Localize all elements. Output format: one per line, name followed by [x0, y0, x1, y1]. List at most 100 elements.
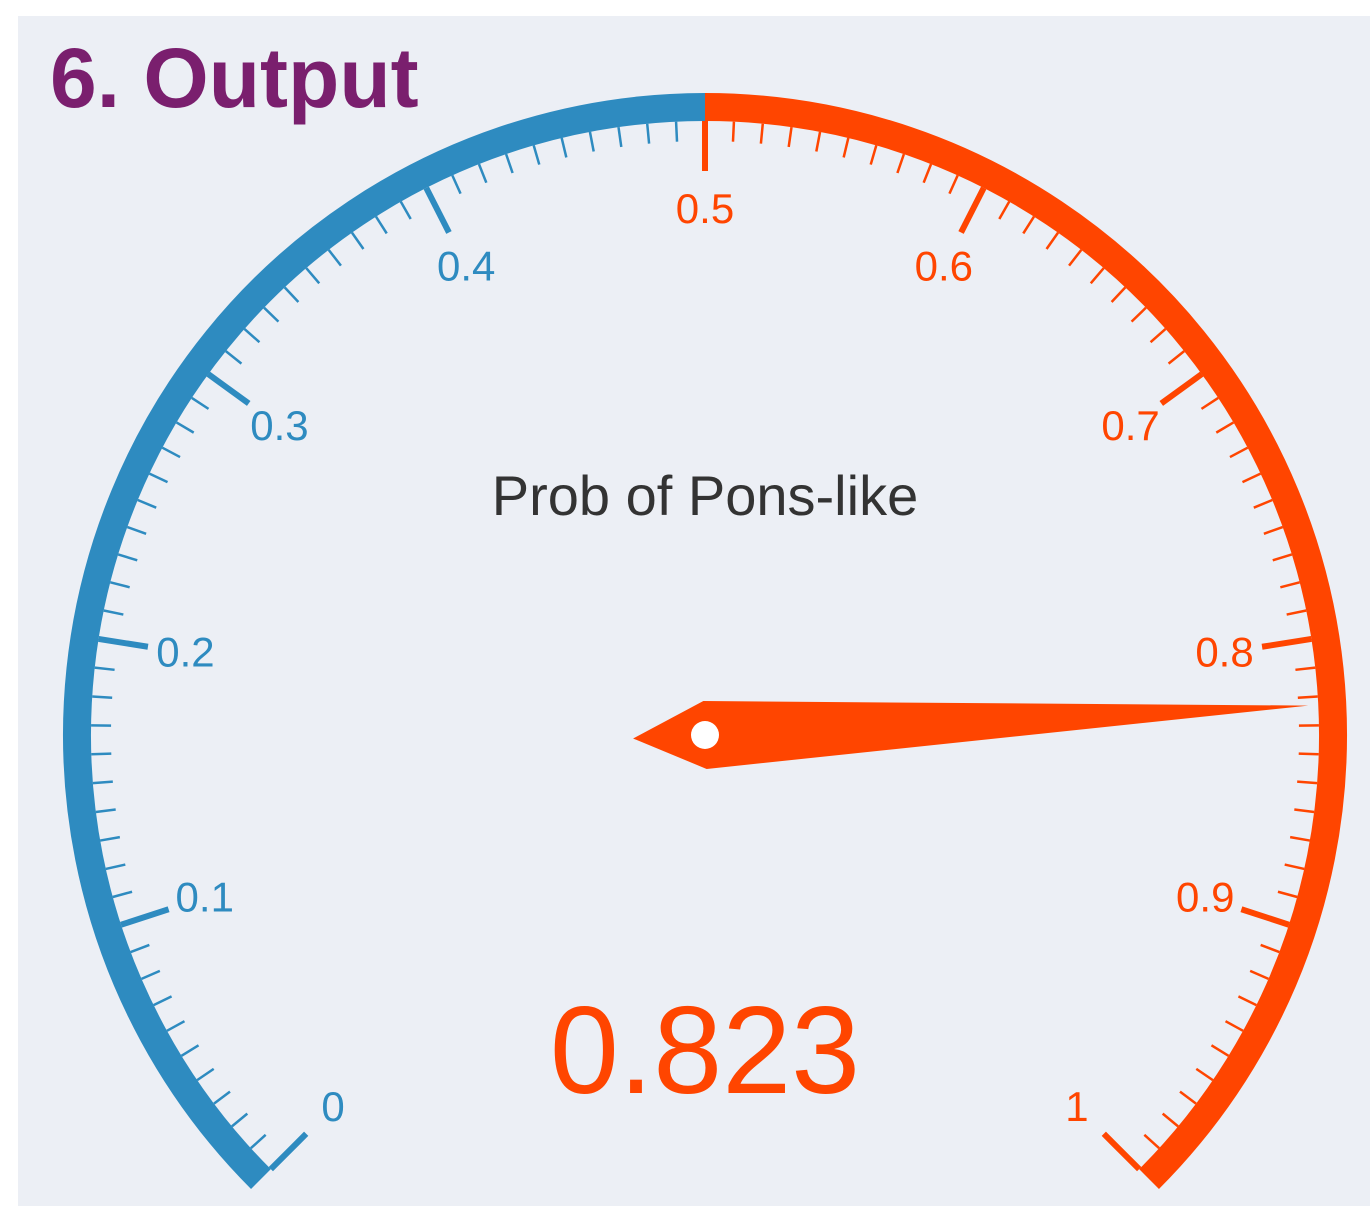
- gauge-minor-tick: [213, 1090, 231, 1105]
- gauge-major-tick: [206, 371, 251, 406]
- gauge-minor-tick: [1295, 666, 1316, 672]
- gauge-minor-tick: [1289, 835, 1311, 842]
- gauge-minor-tick: [1277, 890, 1298, 899]
- gauge-minor-tick: [451, 174, 462, 195]
- gauge-minor-tick: [130, 943, 150, 954]
- gauge-value: 0.823: [550, 982, 860, 1120]
- gauge-minor-tick: [327, 249, 342, 267]
- gauge-ticks: [91, 121, 1319, 1172]
- gauge-minor-tick: [1229, 446, 1249, 459]
- gauge-arc-low: [63, 93, 706, 1189]
- gauge-major-tick: [120, 906, 170, 928]
- gauge-major-tick: [98, 635, 149, 650]
- gauge-minor-tick: [1210, 1044, 1230, 1057]
- gauge-tick-label: 0.6: [915, 242, 973, 289]
- gauge-minor-tick: [1241, 472, 1262, 484]
- gauge-minor-tick: [1110, 286, 1127, 303]
- gauge-minor-tick: [250, 1133, 267, 1150]
- gauge-minor-tick: [153, 995, 173, 1007]
- gauge-minor-tick: [1130, 306, 1147, 323]
- gauge-minor-tick: [1272, 553, 1293, 562]
- gauge-minor-tick: [896, 153, 906, 174]
- gauge-minor-tick: [374, 215, 388, 235]
- gauge-minor-tick: [1260, 943, 1280, 954]
- gauge-minor-tick: [92, 780, 113, 785]
- gauge-minor-tick: [759, 123, 765, 144]
- gauge-minor-tick: [617, 126, 623, 148]
- gauge-minor-tick: [191, 396, 210, 410]
- gauge-minor-tick: [105, 863, 126, 871]
- gauge-tick-label: 1: [1065, 1083, 1088, 1130]
- gauge-minor-tick: [998, 201, 1011, 220]
- gauge-minor-tick: [1224, 1020, 1244, 1032]
- gauge-minor-tick: [869, 145, 878, 165]
- gauge-minor-tick: [148, 472, 169, 484]
- gauge-minor-tick: [243, 328, 261, 344]
- gauge-minor-tick: [1253, 498, 1273, 509]
- gauge-minor-tick: [1284, 863, 1305, 871]
- gauge-tick-label: 0: [321, 1083, 344, 1130]
- gauge-minor-tick: [109, 581, 130, 589]
- gauge-minor-tick: [91, 752, 112, 756]
- gauge-minor-tick: [1237, 995, 1257, 1007]
- gauge-minor-tick: [1297, 695, 1318, 699]
- gauge-minor-tick: [305, 267, 321, 285]
- gauge-minor-tick: [126, 525, 147, 535]
- gauge-tick-label: 0.4: [437, 242, 495, 289]
- gauge-minor-tick: [1045, 231, 1060, 250]
- gauge-minor-tick: [1089, 267, 1105, 285]
- gauge-minor-tick: [731, 121, 736, 142]
- gauge-needle-pointer: [633, 701, 1309, 769]
- gauge-minor-tick: [103, 609, 124, 616]
- gauge-minor-tick: [560, 137, 568, 158]
- gauge-minor-tick: [1161, 1112, 1179, 1128]
- gauge-minor-tick: [99, 835, 121, 842]
- gauge-major-tick: [268, 1131, 309, 1172]
- gauge-minor-tick: [645, 123, 651, 144]
- gauge-tick-label: 0.5: [676, 185, 734, 232]
- gauge-minor-tick: [94, 666, 115, 672]
- gauge-minor-tick: [112, 890, 133, 899]
- gauge-minor-tick: [842, 137, 850, 158]
- gauge-minor-tick: [1179, 1090, 1197, 1105]
- gauge-minor-tick: [504, 153, 514, 174]
- gauge-needle-pivot: [691, 721, 719, 749]
- gauge-arcs: [63, 93, 1347, 1189]
- gauge-minor-tick: [1249, 969, 1269, 980]
- gauge-minor-tick: [137, 498, 157, 509]
- gauge-tick-labels: 0 0.1 0.2 0.3 0.4 0.5 0.6 0.7 0.8 0.9 1: [156, 185, 1253, 1130]
- gauge-minor-tick: [141, 969, 161, 980]
- gauge-minor-tick: [166, 1020, 186, 1032]
- gauge-minor-tick: [350, 231, 365, 250]
- gauge-major-tick: [1101, 1131, 1142, 1172]
- gauge-major-tick: [1261, 635, 1312, 650]
- gauge-minor-tick: [1294, 808, 1315, 814]
- gauge-minor-tick: [532, 145, 541, 165]
- gauge-minor-tick: [588, 131, 595, 152]
- gauge-minor-tick: [283, 286, 300, 303]
- gauge-minor-tick: [815, 131, 822, 152]
- gauge-minor-tick: [1022, 215, 1036, 235]
- gauge-minor-tick: [1068, 249, 1083, 267]
- section-title: 6. Output: [50, 31, 419, 125]
- gauge-minor-tick: [787, 126, 793, 148]
- gauge-minor-tick: [1280, 581, 1301, 589]
- gauge-tick-label: 0.7: [1101, 402, 1159, 449]
- gauge-minor-tick: [1297, 780, 1318, 785]
- gauge-major-tick: [1240, 906, 1290, 928]
- gauge-major-tick: [1159, 371, 1204, 406]
- gauge-minor-tick: [95, 808, 116, 814]
- gauge-minor-tick: [263, 306, 280, 323]
- gauge-minor-tick: [196, 1067, 215, 1082]
- gauge-tick-label: 0.9: [1176, 874, 1234, 921]
- gauge-title: Prob of Pons-like: [492, 464, 918, 527]
- gauge-minor-tick: [92, 695, 113, 699]
- gauge-major-tick: [423, 186, 452, 234]
- gauge-minor-tick: [1200, 396, 1219, 410]
- output-panel: [18, 16, 1370, 1206]
- gauge-major-tick: [958, 186, 987, 234]
- gauge-tick-label: 0.8: [1195, 629, 1253, 676]
- gauge-minor-tick: [1195, 1067, 1214, 1082]
- gauge-minor-tick: [1263, 525, 1284, 535]
